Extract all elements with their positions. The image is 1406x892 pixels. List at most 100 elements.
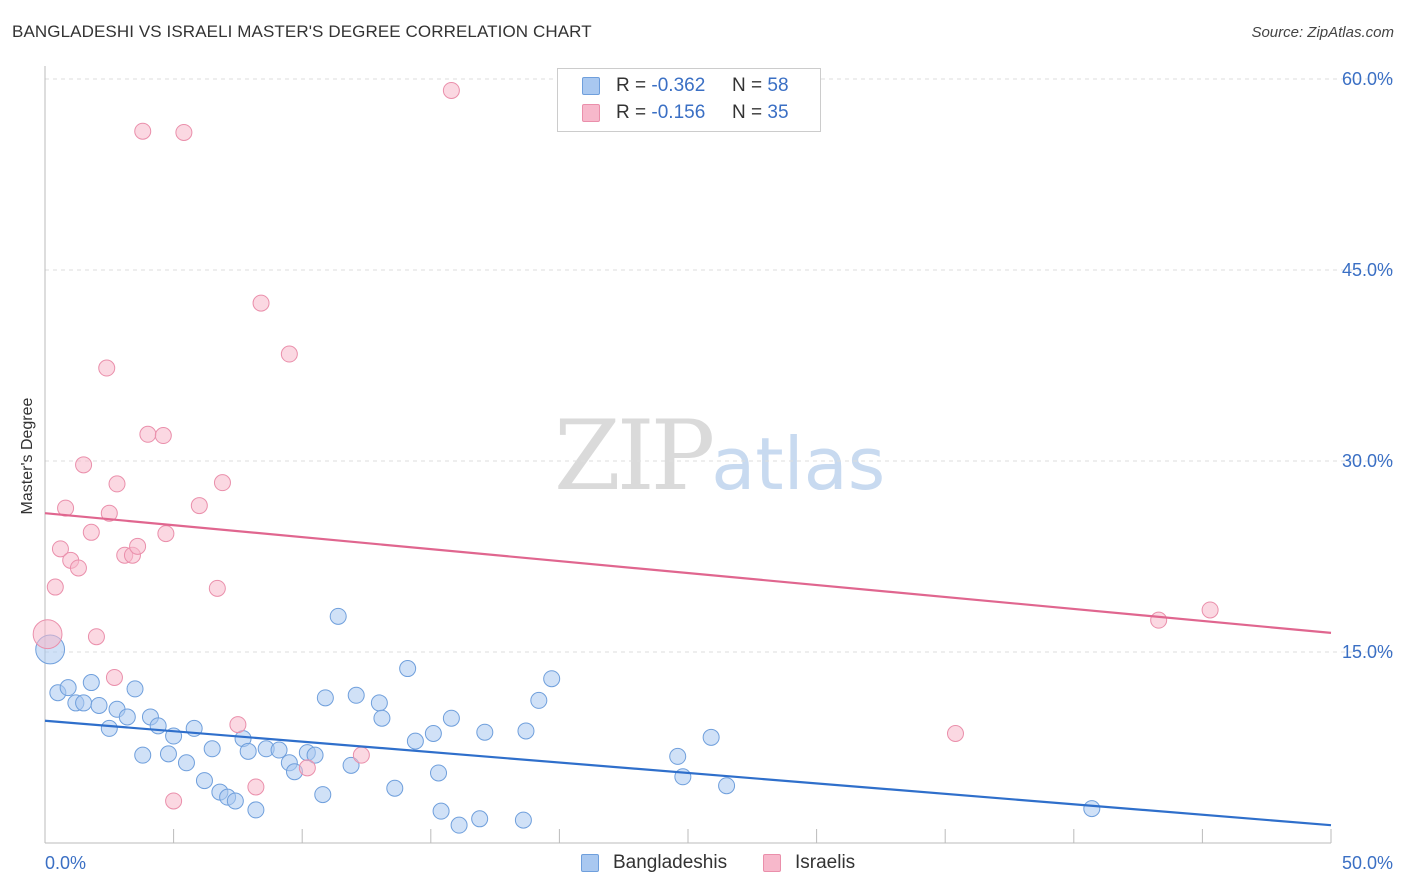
israeli-point: [157, 525, 175, 543]
bangladeshi-point: [59, 679, 77, 697]
israeli-point: [946, 724, 964, 742]
bangladeshi-point: [306, 746, 324, 764]
n-value: 58: [767, 75, 789, 96]
bangladeshi-point: [316, 689, 334, 707]
bangladeshi-point: [347, 686, 365, 704]
israeli-point: [352, 746, 370, 764]
bangladeshi-point: [370, 694, 388, 712]
watermark: ZIPatlas: [554, 400, 885, 512]
israeli-trend-line: [44, 512, 1332, 634]
bangladeshi-point: [669, 747, 687, 765]
bangladeshi-point: [239, 742, 257, 760]
israeli-point: [32, 619, 63, 650]
correlation-legend: R = -0.362 N = 58 R = -0.156 N = 35: [557, 68, 821, 132]
israeli-point: [98, 359, 116, 377]
bangladeshi-trend-line: [44, 719, 1332, 827]
bangladeshi-point: [126, 680, 144, 698]
r-label: R =: [616, 102, 647, 123]
israeli-point: [134, 122, 152, 140]
bangladeshi-point: [517, 722, 535, 740]
legend-swatch-bangladeshis: [582, 77, 600, 95]
x-tick-label: 50.0%: [1342, 853, 1393, 873]
n-label: N =: [732, 75, 763, 96]
watermark-atlas: atlas: [711, 422, 886, 506]
bangladeshi-point: [159, 745, 177, 763]
legend-swatch-israelis: [582, 104, 600, 122]
israeli-point: [190, 497, 208, 515]
n-value: 35: [767, 102, 789, 123]
y-tick-label: 30.0%: [1342, 451, 1393, 471]
r-label: R =: [616, 75, 647, 96]
israeli-point: [1150, 611, 1168, 629]
israeli-point: [69, 559, 87, 577]
bangladeshi-point: [329, 607, 347, 625]
bangladeshi-point: [432, 802, 450, 820]
bangladeshi-point: [226, 792, 244, 810]
israeli-point: [1201, 601, 1219, 619]
bangladeshi-point: [90, 696, 108, 714]
israeli-point: [280, 345, 298, 363]
israeli-point: [165, 792, 183, 810]
israeli-point: [229, 716, 247, 734]
israeli-point: [87, 628, 105, 646]
israeli-point: [51, 540, 69, 558]
bangladeshi-point: [203, 740, 221, 758]
bangladeshi-point: [430, 764, 448, 782]
bangladeshi-point: [543, 670, 561, 688]
bangladeshi-point: [177, 754, 195, 772]
n-label: N =: [732, 102, 763, 123]
bangladeshi-point: [342, 756, 360, 774]
legend-swatch-bangladeshis: [581, 854, 599, 872]
bangladeshi-point: [247, 801, 265, 819]
bangladeshi-point: [118, 708, 136, 726]
israeli-point: [442, 81, 460, 99]
source-label: Source: ZipAtlas.com: [1251, 24, 1394, 41]
bangladeshi-point: [406, 732, 424, 750]
israeli-point: [105, 668, 123, 686]
israeli-point: [139, 425, 157, 443]
legend-swatch-israelis: [763, 854, 781, 872]
bangladeshi-point: [134, 746, 152, 764]
watermark-zip: ZIP: [554, 400, 715, 512]
bangladeshi-point: [530, 691, 548, 709]
bangladeshi-point: [75, 694, 93, 712]
bangladeshi-point: [442, 709, 460, 727]
israeli-point: [298, 759, 316, 777]
bangladeshi-point: [718, 777, 736, 795]
bangladeshi-point: [399, 660, 417, 678]
israeli-point: [75, 456, 93, 474]
legend-label-israelis: Israelis: [795, 852, 856, 873]
israeli-point: [82, 523, 100, 541]
israeli-point: [213, 474, 231, 492]
israeli-point: [208, 579, 226, 597]
r-value: -0.156: [651, 102, 706, 123]
series-legend: Bangladeshis Israelis: [0, 851, 1406, 877]
bangladeshi-point: [82, 674, 100, 692]
israeli-point: [154, 427, 172, 445]
bangladeshi-point: [195, 772, 213, 790]
bangladeshi-point: [386, 779, 404, 797]
bangladeshi-point: [314, 786, 332, 804]
y-tick-label: 45.0%: [1342, 260, 1393, 280]
bangladeshi-point: [702, 728, 720, 746]
bangladeshi-point: [476, 723, 494, 741]
x-tick-label: 0.0%: [45, 853, 86, 873]
bangladeshi-point: [373, 709, 391, 727]
bangladeshi-point: [471, 810, 489, 828]
y-tick-label: 60.0%: [1342, 69, 1393, 89]
israeli-point: [46, 578, 64, 596]
israeli-point: [100, 504, 118, 522]
r-value: -0.362: [651, 75, 706, 96]
israeli-point: [108, 475, 126, 493]
israeli-point: [129, 537, 147, 555]
bangladeshi-point: [270, 741, 288, 759]
bangladeshi-point: [514, 811, 532, 829]
bangladeshi-point: [450, 816, 468, 834]
bangladeshi-point: [100, 719, 118, 737]
bangladeshi-point: [424, 724, 442, 742]
israeli-point: [247, 778, 265, 796]
israeli-point: [175, 123, 193, 141]
chart-title: BANGLADESHI VS ISRAELI MASTER'S DEGREE C…: [12, 22, 592, 41]
bangladeshi-point: [1083, 800, 1101, 818]
